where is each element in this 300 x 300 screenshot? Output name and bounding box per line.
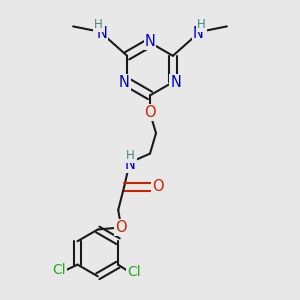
Text: H: H	[126, 149, 135, 162]
Text: N: N	[170, 75, 181, 90]
Text: N: N	[145, 34, 155, 49]
Text: N: N	[193, 26, 203, 40]
Text: N: N	[97, 26, 107, 40]
Text: O: O	[152, 179, 164, 194]
Text: N: N	[119, 75, 130, 90]
Text: O: O	[144, 105, 156, 120]
Text: H: H	[94, 18, 103, 31]
Text: H: H	[197, 18, 206, 31]
Text: Cl: Cl	[128, 265, 141, 278]
Text: Cl: Cl	[53, 263, 66, 277]
Text: N: N	[125, 157, 136, 172]
Text: O: O	[116, 220, 127, 235]
